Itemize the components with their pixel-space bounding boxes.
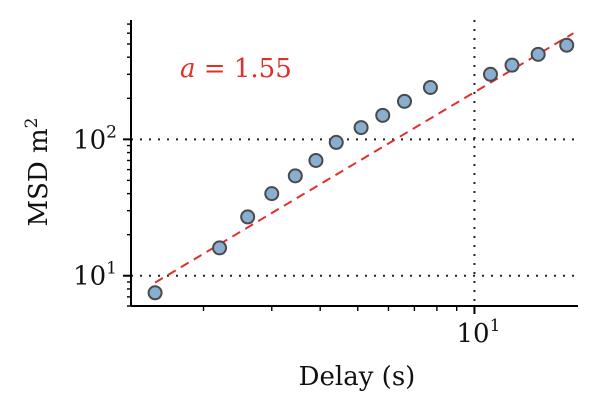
fit-line <box>154 32 574 284</box>
y-tick-exp: 1 <box>106 259 117 279</box>
slope-equals: = <box>196 54 234 84</box>
data-point <box>147 285 163 301</box>
y-axis-title-main: MSD m <box>24 128 54 226</box>
data-point <box>396 93 412 109</box>
axes <box>123 20 578 314</box>
slope-value: 1.55 <box>234 54 292 84</box>
y-tick-base: 10 <box>73 125 106 155</box>
y-tick-label: 101 <box>73 259 117 292</box>
data-points <box>147 37 575 301</box>
y-axis-title-exp: 2 <box>22 117 42 128</box>
y-tick-exp: 2 <box>106 122 117 142</box>
data-point <box>422 79 438 95</box>
y-tick-label: 102 <box>73 122 117 155</box>
data-point <box>353 120 369 136</box>
data-point <box>240 209 256 225</box>
slope-annotation: a = 1.55 <box>180 54 292 84</box>
data-point <box>375 107 391 123</box>
data-point <box>264 186 280 202</box>
x-tick-exp: 1 <box>490 316 501 336</box>
data-point <box>328 134 344 150</box>
data-point <box>504 57 520 73</box>
y-axis-title: MSD m2 <box>22 117 54 226</box>
x-axis-title: Delay (s) <box>299 362 416 392</box>
y-tick-base: 10 <box>73 262 106 292</box>
x-tick-base: 10 <box>456 319 489 349</box>
data-point <box>287 168 303 184</box>
slope-symbol: a <box>180 54 196 84</box>
data-point <box>482 66 498 82</box>
data-point <box>530 46 546 62</box>
data-point <box>559 37 575 53</box>
x-tick-label: 101 <box>456 316 500 349</box>
data-point <box>212 240 228 256</box>
data-point <box>308 152 324 168</box>
